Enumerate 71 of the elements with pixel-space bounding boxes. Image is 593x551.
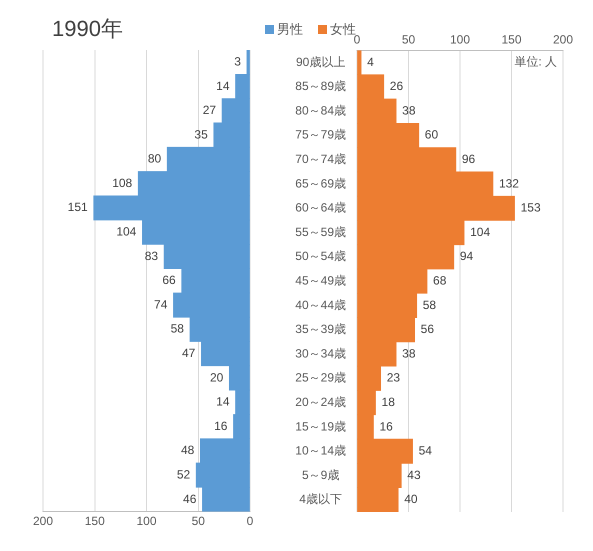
x2-tick-label: 100 <box>450 32 470 47</box>
data-label: 58 <box>170 322 184 336</box>
data-label: 20 <box>210 370 224 384</box>
data-label: 38 <box>402 346 416 360</box>
y-tick-label: 80～84歳 <box>295 103 346 118</box>
y-tick-label: 30～34歳 <box>295 346 346 360</box>
y-tick-label: 90歳以上 <box>296 54 346 69</box>
x-tick-label: 0 <box>246 514 254 528</box>
y-tick-label: 10～14歳 <box>295 444 346 458</box>
legend-label: 女性 <box>330 22 356 37</box>
data-label: 80 <box>148 152 162 166</box>
data-label: 16 <box>379 419 394 434</box>
data-label: 52 <box>176 467 190 482</box>
x2-tick-label: 0 <box>354 32 361 47</box>
y-tick-label: 45～49歳 <box>295 274 346 288</box>
data-label: 132 <box>498 176 520 190</box>
data-label: 18 <box>382 394 396 409</box>
data-label: 74 <box>154 297 168 312</box>
data-label: 153 <box>520 200 541 215</box>
data-label: 56 <box>420 322 434 336</box>
y-tick-label: 20～24歳 <box>295 394 346 409</box>
data-label: 26 <box>390 79 404 94</box>
x-tick-label: 150 <box>84 514 106 528</box>
y-tick-label: 40～44歳 <box>295 298 346 312</box>
data-label: 54 <box>418 444 432 458</box>
x2-tick-label: 50 <box>402 32 416 47</box>
data-label: 151 <box>68 200 88 214</box>
data-label: 108 <box>112 176 133 190</box>
data-label: 60 <box>424 128 438 142</box>
data-label: 66 <box>162 273 176 288</box>
data-label: 38 <box>402 103 416 118</box>
data-label: 83 <box>144 248 158 263</box>
data-label: 35 <box>194 127 208 142</box>
data-label: 16 <box>214 418 228 433</box>
data-label: 40 <box>404 492 418 506</box>
y-tick-label: 75～79歳 <box>295 128 346 142</box>
x-tick-label: 200 <box>32 514 54 528</box>
y-tick-label: 85～89歳 <box>295 79 346 94</box>
data-label: 104 <box>470 224 490 239</box>
x-tick-label: 50 <box>192 514 206 528</box>
y-tick-label: 4歳以下 <box>299 492 342 506</box>
annotation: 単位: 人 <box>514 54 557 69</box>
data-label: 46 <box>183 492 197 506</box>
y-tick-label: 15～19歳 <box>295 419 346 434</box>
data-label: 47 <box>182 346 196 360</box>
y-tick-label: 55～59歳 <box>295 224 346 239</box>
data-label: 14 <box>216 78 230 93</box>
data-label: 68 <box>433 274 447 288</box>
x2-tick-label: 200 <box>552 32 574 47</box>
data-label: 43 <box>407 468 421 482</box>
y-tick-label: 25～29歳 <box>295 370 346 385</box>
data-label: 14 <box>216 394 230 409</box>
legend-label: 男性 <box>277 22 303 37</box>
y-tick-label: 65～69歳 <box>295 176 346 190</box>
data-label: 58 <box>422 298 436 312</box>
data-label: 27 <box>202 103 216 118</box>
y-tick-label: 50～54歳 <box>295 249 346 264</box>
y-tick-label: 60～64歳 <box>295 200 346 215</box>
data-label: 4 <box>367 54 374 69</box>
data-label: 96 <box>462 152 476 166</box>
data-label: 23 <box>386 370 400 385</box>
y-tick-label: 5～9歳 <box>302 468 340 482</box>
x2-tick-label: 150 <box>501 32 522 47</box>
y-tick-label: 70～74歳 <box>295 152 346 166</box>
chart-title: 1990年 <box>52 16 123 42</box>
data-label: 3 <box>234 54 242 68</box>
data-label: 104 <box>116 224 137 239</box>
data-label: 48 <box>180 443 195 458</box>
data-label: 94 <box>460 249 474 264</box>
x-tick-label: 100 <box>136 514 157 528</box>
y-tick-label: 35～39歳 <box>295 322 346 336</box>
